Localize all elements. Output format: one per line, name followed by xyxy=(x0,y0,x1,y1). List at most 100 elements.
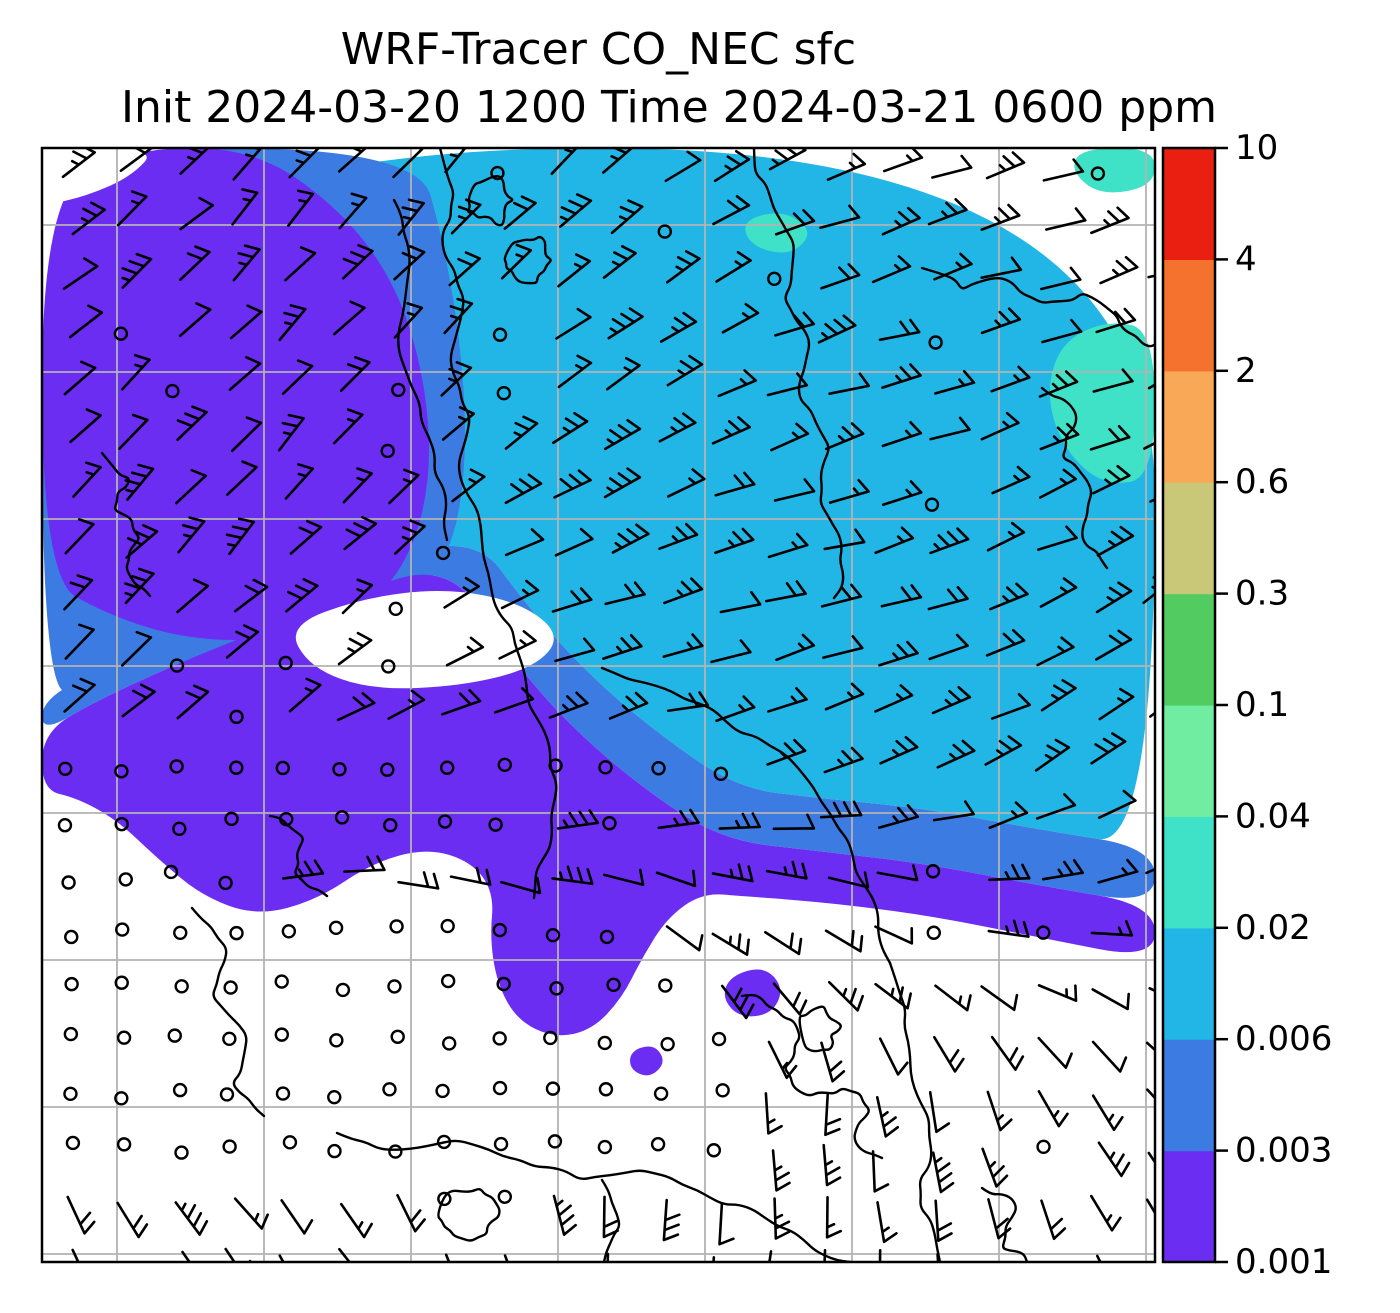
calm-wind-circle xyxy=(63,1026,79,1042)
calm-wind-circle xyxy=(61,875,76,890)
wind-barb xyxy=(658,522,699,550)
wind-barb xyxy=(934,1199,953,1242)
wind-barb xyxy=(1036,636,1075,667)
wind-barb xyxy=(720,984,755,1020)
colorbar-tick-label: 0.1 xyxy=(1235,685,1289,725)
wind-barb xyxy=(766,372,809,397)
calm-wind-circle xyxy=(174,979,189,994)
calm-wind-circle xyxy=(767,271,782,287)
calm-wind-circle xyxy=(435,1083,450,1099)
colorbar-segment xyxy=(1163,1039,1215,1152)
colorbar-segment xyxy=(1163,482,1215,595)
region-turquoise-top-corner xyxy=(1074,148,1155,193)
wind-barb xyxy=(332,408,364,445)
calm-wind-circle xyxy=(706,1143,722,1158)
wind-barb xyxy=(550,148,579,176)
coastline-left-bottom-border xyxy=(190,906,266,1118)
wind-barb xyxy=(288,148,320,179)
wind-barb xyxy=(608,691,649,720)
wind-barb xyxy=(493,686,535,714)
calm-wind-circle xyxy=(275,1086,291,1101)
wind-barb xyxy=(341,578,374,615)
wind-barb xyxy=(284,463,314,500)
wind-barb xyxy=(768,1250,773,1262)
wind-barb xyxy=(663,577,704,605)
wind-barb xyxy=(1040,266,1082,291)
wind-barb xyxy=(125,523,159,559)
calm-wind-circle xyxy=(599,929,615,945)
wind-barb xyxy=(116,190,148,227)
wind-barb xyxy=(715,250,752,283)
wind-barb xyxy=(824,929,864,953)
calm-wind-circle xyxy=(711,1031,727,1047)
wind-barb xyxy=(604,581,646,606)
map-frame xyxy=(40,146,1157,1264)
wind-barb xyxy=(68,304,104,339)
wind-barb xyxy=(711,932,750,956)
colorbar-tick-label: 0.006 xyxy=(1235,1019,1332,1059)
calm-wind-circle xyxy=(116,1137,132,1152)
calm-wind-circle xyxy=(658,978,673,993)
wind-barb xyxy=(120,630,153,667)
wind-barb xyxy=(551,587,593,613)
calm-wind-circle xyxy=(543,1030,558,1046)
wind-barb xyxy=(658,412,697,443)
calm-wind-circle xyxy=(229,925,244,941)
wind-barb xyxy=(63,677,96,713)
map-plot-area xyxy=(42,148,1155,1262)
wind-barb xyxy=(824,422,865,451)
coastline-left-edge-squiggle xyxy=(100,451,152,598)
coastline-right-coast-upper xyxy=(920,266,1155,348)
coastline-bottom-right-spur xyxy=(980,1186,1029,1262)
calm-wind-circle xyxy=(496,976,511,992)
calm-wind-circle xyxy=(497,757,513,773)
wind-barb xyxy=(664,150,702,183)
colorbar-tick-label: 0.04 xyxy=(1235,796,1311,836)
wind-barb xyxy=(714,471,756,497)
colorbar-segment xyxy=(1163,816,1215,929)
colorbar-segment xyxy=(1163,1150,1215,1263)
wind-barb xyxy=(178,302,212,338)
wind-barb xyxy=(1039,422,1080,451)
colorbar-tick-label: 0.001 xyxy=(1235,1242,1332,1282)
wind-barb xyxy=(933,252,973,281)
wind-barb xyxy=(1090,206,1130,235)
wind-barb xyxy=(1090,732,1127,765)
wind-barb xyxy=(828,372,871,395)
wind-barb xyxy=(987,919,1030,938)
wind-barb xyxy=(1145,1041,1155,1052)
calm-wind-circle xyxy=(279,811,294,827)
wind-barb xyxy=(498,630,537,660)
calm-wind-circle xyxy=(441,1036,457,1051)
calm-wind-circle xyxy=(492,1031,507,1046)
calm-wind-circle xyxy=(169,759,184,774)
wind-barb xyxy=(124,463,155,501)
wind-barb xyxy=(552,1194,577,1236)
calm-wind-circle xyxy=(436,1134,452,1150)
wind-barb xyxy=(1097,789,1137,819)
wind-barb xyxy=(931,1151,955,1194)
wind-barb xyxy=(557,354,593,389)
wind-barb xyxy=(711,863,754,883)
wind-barb xyxy=(281,359,314,395)
wind-barb xyxy=(767,687,808,713)
wind-barb xyxy=(665,250,701,284)
wind-barb xyxy=(991,465,1031,495)
wind-barb xyxy=(929,416,971,441)
region-turquoise-right-edge xyxy=(1049,323,1155,483)
wind-barb xyxy=(928,633,969,661)
wind-barb xyxy=(396,1193,426,1233)
wind-barb xyxy=(1042,158,1085,182)
coastline-mid-left-spur xyxy=(268,814,329,898)
wind-barb xyxy=(1095,629,1133,661)
wind-barb xyxy=(927,585,969,611)
wind-barb xyxy=(62,257,99,290)
wind-barb xyxy=(176,578,210,614)
wind-barb xyxy=(607,307,644,340)
wind-barb xyxy=(874,526,915,555)
wind-barb xyxy=(503,195,537,230)
calm-wind-circle xyxy=(382,1082,397,1097)
calm-wind-circle xyxy=(598,1082,614,1097)
wind-barb xyxy=(822,635,864,659)
calm-wind-circle xyxy=(328,920,344,936)
